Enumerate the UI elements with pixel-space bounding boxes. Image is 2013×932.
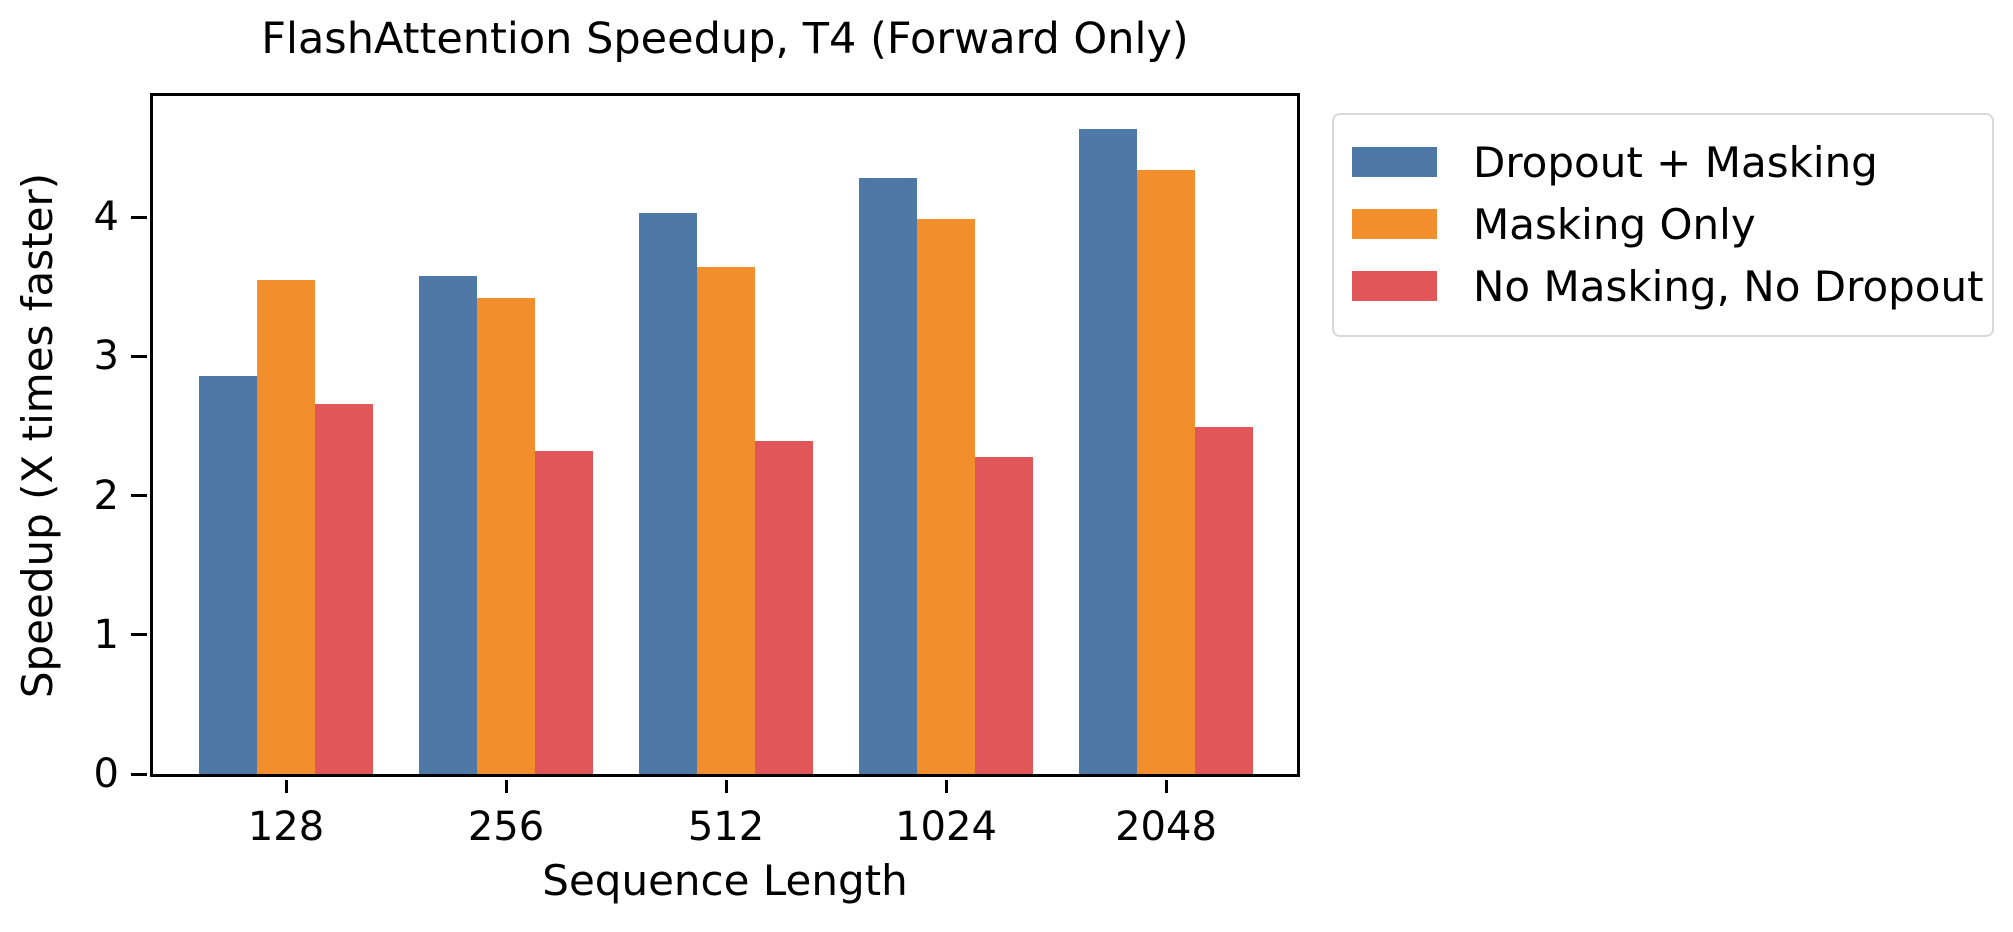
bar — [315, 403, 373, 774]
bar — [1079, 129, 1137, 774]
bar-group-1024: 1024 — [836, 96, 1056, 850]
plot-area: 128 256 512 1024 2048 — [150, 93, 1300, 850]
y-tick-label: 0 — [93, 751, 119, 797]
bar — [419, 275, 477, 774]
x-tick-mark — [504, 780, 508, 793]
legend-label: No Masking, No Dropout — [1473, 261, 1984, 311]
bar-group-2048: 2048 — [1056, 96, 1276, 850]
bar — [477, 297, 535, 774]
legend-swatch-icon — [1352, 271, 1437, 301]
y-tick-mark — [131, 215, 147, 219]
x-tick-label: 512 — [687, 804, 765, 850]
y-axis: 0 1 2 3 4 — [0, 96, 147, 797]
bar — [257, 279, 315, 774]
y-tick-label: 2 — [93, 472, 119, 519]
bar — [859, 178, 917, 774]
bar — [755, 441, 813, 774]
legend-item: No Masking, No Dropout — [1352, 255, 1984, 317]
y-tick-mark — [131, 494, 147, 498]
bar-group-256: 256 — [396, 96, 616, 850]
y-tick-label: 4 — [93, 194, 119, 241]
x-tick-label: 256 — [467, 804, 545, 850]
x-tick-label: 128 — [247, 804, 325, 850]
bar — [639, 212, 697, 774]
legend-swatch-icon — [1352, 209, 1437, 239]
x-tick-mark — [944, 780, 948, 793]
x-tick-mark — [284, 780, 288, 793]
bar — [535, 451, 593, 774]
x-axis-label: Sequence Length — [542, 856, 908, 905]
x-tick-mark — [1164, 780, 1168, 793]
legend: Dropout + Masking Masking Only No Masking,… — [1332, 113, 1994, 337]
x-tick-label: 1024 — [895, 804, 997, 850]
x-tick-label: 2048 — [1115, 804, 1217, 850]
bar — [917, 218, 975, 774]
bar-group-128: 128 — [176, 96, 396, 850]
bar — [1137, 169, 1195, 774]
x-tick-mark — [724, 780, 728, 793]
legend-swatch-icon — [1352, 147, 1437, 177]
legend-label: Masking Only — [1473, 199, 1756, 249]
y-tick-label: 1 — [93, 611, 119, 658]
bar — [199, 375, 257, 774]
chart-title: FlashAttention Speedup, T4 (Forward Only… — [261, 14, 1189, 64]
y-tick-mark — [131, 772, 147, 776]
legend-item: Masking Only — [1352, 193, 1968, 255]
legend-item: Dropout + Masking — [1352, 131, 1968, 193]
y-tick-label: 3 — [93, 333, 119, 380]
bar — [975, 456, 1033, 774]
legend-label: Dropout + Masking — [1473, 137, 1878, 187]
bar — [1195, 427, 1253, 774]
bar-group-512: 512 — [616, 96, 836, 850]
y-tick-mark — [131, 354, 147, 358]
bar — [697, 267, 755, 774]
y-tick-mark — [131, 633, 147, 637]
